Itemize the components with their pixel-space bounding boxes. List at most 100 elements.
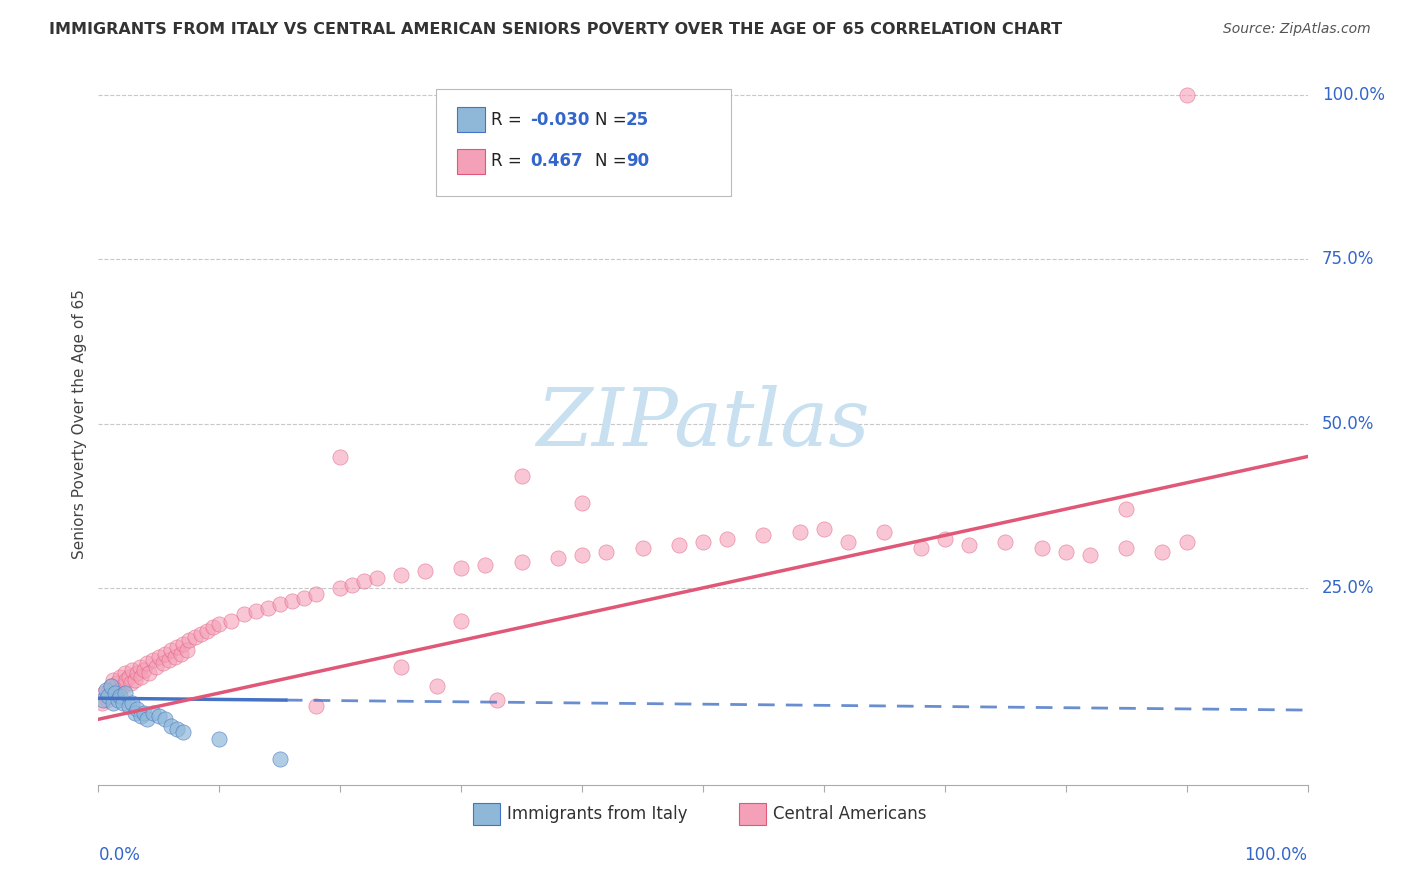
Point bbox=[111, 680, 134, 694]
Point bbox=[1115, 541, 1137, 556]
Point bbox=[221, 614, 243, 628]
Text: N =: N = bbox=[595, 153, 631, 170]
Point bbox=[124, 706, 146, 720]
Text: 0.467: 0.467 bbox=[530, 153, 582, 170]
Point bbox=[934, 532, 956, 546]
Point bbox=[101, 673, 124, 687]
Point bbox=[111, 696, 134, 710]
Text: 50.0%: 50.0% bbox=[1322, 415, 1375, 433]
Text: ZIPatlas: ZIPatlas bbox=[536, 385, 870, 462]
Point bbox=[426, 680, 449, 694]
Point bbox=[692, 535, 714, 549]
Point bbox=[716, 532, 738, 546]
Text: 100.0%: 100.0% bbox=[1322, 87, 1385, 104]
Text: 25.0%: 25.0% bbox=[1322, 579, 1375, 597]
Point bbox=[450, 614, 472, 628]
Point bbox=[1152, 545, 1174, 559]
Point bbox=[1175, 535, 1198, 549]
Point bbox=[121, 696, 143, 710]
Point bbox=[142, 706, 165, 720]
Point bbox=[202, 620, 225, 634]
Point bbox=[108, 690, 131, 704]
Point bbox=[450, 561, 472, 575]
Point bbox=[118, 669, 141, 683]
Text: IMMIGRANTS FROM ITALY VS CENTRAL AMERICAN SENIORS POVERTY OVER THE AGE OF 65 COR: IMMIGRANTS FROM ITALY VS CENTRAL AMERICA… bbox=[49, 22, 1063, 37]
Point bbox=[98, 682, 121, 697]
Point bbox=[94, 682, 117, 697]
Point bbox=[179, 633, 201, 648]
Point bbox=[837, 535, 859, 549]
Point bbox=[114, 666, 136, 681]
Bar bbox=[740, 803, 766, 825]
Text: R =: R = bbox=[491, 153, 527, 170]
Point bbox=[305, 699, 328, 714]
Point bbox=[128, 659, 150, 673]
Point bbox=[93, 686, 115, 700]
Point bbox=[172, 637, 194, 651]
Point bbox=[342, 577, 364, 591]
Point bbox=[184, 630, 207, 644]
Point bbox=[752, 528, 775, 542]
Point bbox=[166, 640, 188, 654]
Point bbox=[163, 649, 186, 664]
Point bbox=[138, 666, 160, 681]
Point bbox=[510, 555, 533, 569]
Point bbox=[474, 558, 496, 572]
Point bbox=[195, 624, 218, 638]
Point bbox=[571, 495, 593, 509]
Text: N =: N = bbox=[595, 112, 631, 129]
Point bbox=[152, 657, 174, 671]
Point bbox=[1175, 88, 1198, 103]
Point bbox=[134, 706, 156, 720]
Point bbox=[190, 627, 212, 641]
Point bbox=[1078, 548, 1101, 562]
Point bbox=[245, 604, 267, 618]
Point bbox=[105, 676, 128, 690]
Point bbox=[269, 752, 291, 766]
Point bbox=[329, 450, 352, 464]
Point bbox=[292, 591, 315, 605]
Point bbox=[169, 647, 191, 661]
Point bbox=[510, 469, 533, 483]
Point bbox=[127, 666, 149, 681]
Point bbox=[135, 657, 157, 671]
Point bbox=[547, 551, 569, 566]
Text: Central Americans: Central Americans bbox=[773, 805, 927, 822]
Point bbox=[134, 663, 156, 677]
Text: 90: 90 bbox=[626, 153, 648, 170]
Bar bbox=[474, 803, 501, 825]
Point bbox=[208, 731, 231, 746]
Point bbox=[91, 692, 114, 706]
Point bbox=[595, 545, 617, 559]
Point bbox=[153, 647, 176, 661]
Point bbox=[172, 725, 194, 739]
Point bbox=[486, 692, 509, 706]
Point bbox=[148, 649, 170, 664]
Point bbox=[115, 673, 138, 687]
Point bbox=[208, 617, 231, 632]
Point bbox=[789, 524, 811, 539]
Point bbox=[269, 598, 291, 612]
Text: 0.0%: 0.0% bbox=[98, 847, 141, 864]
Point bbox=[176, 643, 198, 657]
Point bbox=[1031, 541, 1053, 556]
Point bbox=[910, 541, 932, 556]
Point bbox=[148, 709, 170, 723]
Point bbox=[160, 719, 183, 733]
Point bbox=[108, 682, 131, 697]
Text: Immigrants from Italy: Immigrants from Italy bbox=[508, 805, 688, 822]
Point bbox=[329, 581, 352, 595]
Point bbox=[571, 548, 593, 562]
Point bbox=[114, 686, 136, 700]
Point bbox=[118, 699, 141, 714]
Point bbox=[631, 541, 654, 556]
Point bbox=[413, 565, 436, 579]
Point bbox=[129, 709, 152, 723]
Point bbox=[145, 659, 167, 673]
Text: Source: ZipAtlas.com: Source: ZipAtlas.com bbox=[1223, 22, 1371, 37]
Text: 100.0%: 100.0% bbox=[1244, 847, 1308, 864]
Point bbox=[157, 653, 180, 667]
Point bbox=[389, 567, 412, 582]
Point bbox=[129, 669, 152, 683]
Point bbox=[121, 663, 143, 677]
